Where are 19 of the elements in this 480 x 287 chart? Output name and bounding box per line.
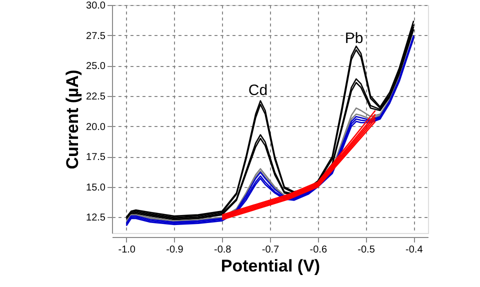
annotation: Cd (248, 82, 268, 99)
y-tick-label: 25.0 (86, 61, 106, 72)
y-tick-label: 22.5 (86, 91, 106, 102)
x-tick-label: -0.8 (214, 244, 232, 256)
y-tick-label: 12.5 (86, 212, 106, 224)
y-tick-label: 17.5 (86, 152, 106, 164)
x-axis-title: Potential (V) (220, 256, 320, 276)
x-tick-label: -0.6 (310, 244, 328, 256)
y-tick-label: 15.0 (86, 182, 106, 194)
y-axis-title: Current (µA) (63, 70, 82, 170)
x-tick-label: -0.7 (262, 244, 280, 256)
y-tick-label: 30.0 (86, 0, 106, 12)
y-tick-label: 27.5 (86, 30, 106, 42)
x-tick-label: -1.0 (118, 244, 136, 256)
x-tick-label: -0.9 (166, 244, 184, 256)
x-tick-label: -0.5 (358, 244, 376, 256)
y-tick-label: 20.0 (86, 122, 106, 133)
annotation: Pb (344, 30, 364, 47)
x-tick-label: -0.4 (406, 244, 424, 256)
